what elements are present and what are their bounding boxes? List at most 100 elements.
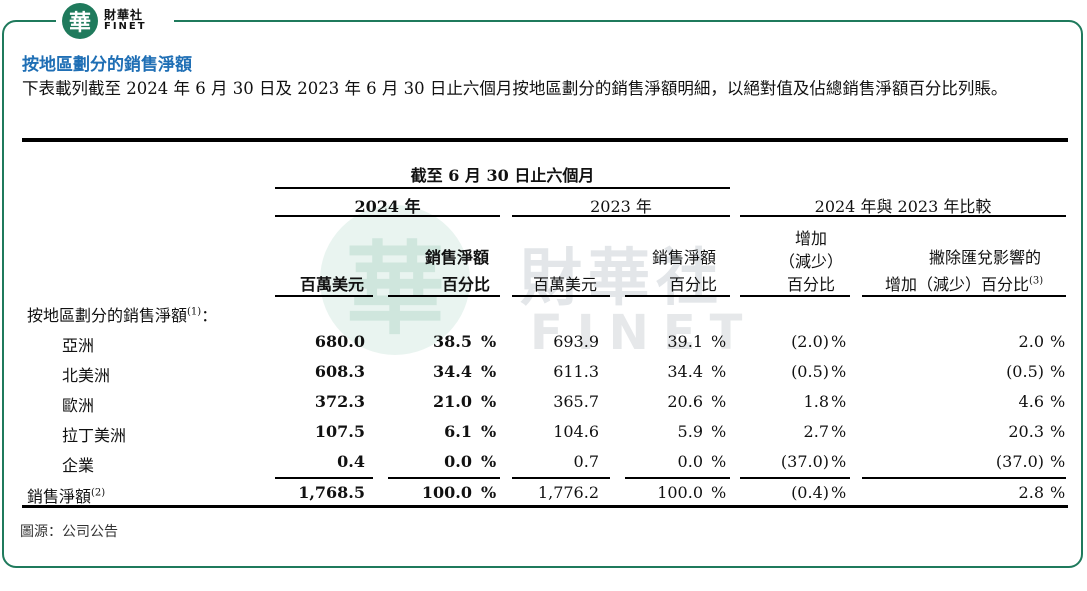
row-fx-sign: % xyxy=(1050,392,1066,411)
content-frame xyxy=(2,20,1083,568)
section-label-text: 按地區劃分的銷售淨額 xyxy=(27,306,188,325)
row-2024-usd: 372.3 xyxy=(314,392,365,411)
col-2024-usd: 百萬美元 xyxy=(300,275,365,294)
row-2023-pct-sign: % xyxy=(711,362,727,381)
total-2023-usd-rule xyxy=(512,477,610,479)
row-2024-pct-sign: % xyxy=(481,452,497,471)
total-change-rule xyxy=(740,477,850,479)
row-fx-sign: % xyxy=(1050,362,1066,381)
row-2024-usd: 0.4 xyxy=(337,452,365,471)
header-period: 截至 6 月 30 日止六個月 xyxy=(410,166,595,185)
row-2024-usd: 680.0 xyxy=(314,332,365,351)
col-change-l2: （減少） xyxy=(778,252,843,271)
row-region: 拉丁美洲 xyxy=(62,426,127,445)
total-change-sign: % xyxy=(831,483,847,502)
row-2023-usd: 611.3 xyxy=(553,362,599,381)
total-label: 銷售淨額(2) xyxy=(27,483,105,507)
col-2023-usd-rule xyxy=(512,295,610,297)
row-2023-usd: 693.9 xyxy=(553,332,599,351)
row-region: 亞洲 xyxy=(62,336,95,355)
col-change-rule xyxy=(740,295,850,297)
row-2023-pct: 5.9 xyxy=(677,422,703,441)
header-2023-rule xyxy=(512,215,730,217)
col-fx-footnote: (3) xyxy=(1029,275,1044,287)
row-2024-pct: 34.4 xyxy=(433,362,472,381)
header-compare: 2024 年與 2023 年比較 xyxy=(814,197,992,216)
row-2024-pct: 38.5 xyxy=(433,332,472,351)
row-2023-pct-sign: % xyxy=(711,392,727,411)
row-fx-sign: % xyxy=(1050,452,1066,471)
col-2023-pct-l1: 銷售淨額 xyxy=(652,248,717,267)
col-2024-pct-rule xyxy=(388,295,500,297)
row-2024-pct-sign: % xyxy=(481,422,497,441)
row-2024-usd: 107.5 xyxy=(314,422,365,441)
col-change-l1: 增加 xyxy=(794,229,827,248)
row-2023-usd: 0.7 xyxy=(573,452,599,471)
brand-logo-icon: 華 xyxy=(62,3,98,39)
row-fx: (37.0) xyxy=(995,452,1044,471)
table-top-rule xyxy=(22,138,1068,142)
section-title: 按地區劃分的銷售淨額 xyxy=(22,55,192,75)
col-2023-pct-rule xyxy=(625,295,730,297)
row-change: (37.0) xyxy=(780,452,829,471)
col-change-l3: 百分比 xyxy=(786,275,835,294)
header-2024: 2024 年 xyxy=(354,197,421,216)
row-2024-pct: 21.0 xyxy=(433,392,472,411)
brand-name-cn: 財華社 xyxy=(104,8,144,23)
row-2023-usd: 104.6 xyxy=(553,422,599,441)
header-2023: 2023 年 xyxy=(590,197,652,216)
row-fx: 2.0 xyxy=(1018,332,1044,351)
total-2023-pct: 100.0 xyxy=(657,483,703,502)
row-change-sign: % xyxy=(831,452,847,471)
row-change-sign: % xyxy=(831,422,847,441)
col-fx-l2: 增加（減少）百分比(3) xyxy=(885,271,1043,295)
intro-paragraph: 下表載列截至 2024 年 6 月 30 日及 2023 年 6 月 30 日止… xyxy=(22,79,1008,98)
row-fx: (0.5) xyxy=(1006,362,1044,381)
row-2023-pct-sign: % xyxy=(711,452,727,471)
row-2024-pct-sign: % xyxy=(481,392,497,411)
row-2024-pct-sign: % xyxy=(481,332,497,351)
row-fx-sign: % xyxy=(1050,332,1066,351)
brand-name-en: FINET xyxy=(104,21,147,33)
col-2024-usd-rule xyxy=(275,295,373,297)
row-2024-pct-sign: % xyxy=(481,362,497,381)
total-2023-pct-rule xyxy=(625,477,730,479)
row-change: 2.7 xyxy=(803,422,829,441)
section-label: 按地區劃分的銷售淨額(1)： xyxy=(27,302,217,326)
brand-name: 財華社 FINET xyxy=(104,9,147,32)
row-region: 北美洲 xyxy=(62,366,111,385)
brand-logo: 華 財華社 FINET xyxy=(56,0,174,42)
row-2023-pct: 20.6 xyxy=(667,392,703,411)
row-change-sign: % xyxy=(831,362,847,381)
header-compare-rule xyxy=(740,215,1066,217)
total-footnote: (2) xyxy=(91,487,106,499)
col-2023-usd: 百萬美元 xyxy=(533,275,598,294)
row-change: (2.0) xyxy=(791,332,829,351)
table-bottom-rule xyxy=(22,505,1068,508)
row-2023-usd: 365.7 xyxy=(553,392,599,411)
row-region: 歐洲 xyxy=(62,396,95,415)
row-2023-pct: 0.0 xyxy=(677,452,703,471)
source-note: 圖源：公司公告 xyxy=(20,524,118,540)
total-2023-pct-sign: % xyxy=(711,483,727,502)
row-change: (0.5) xyxy=(791,362,829,381)
section-footnote: (1) xyxy=(187,306,202,318)
header-period-rule xyxy=(275,187,730,189)
col-fx-l1: 撇除匯兌影響的 xyxy=(929,248,1042,267)
row-change-sign: % xyxy=(831,392,847,411)
col-fx-l2-text: 增加（減少）百分比 xyxy=(885,275,1030,294)
row-change-sign: % xyxy=(831,332,847,351)
row-2024-pct: 0.0 xyxy=(444,452,472,471)
col-2024-pct-l2: 百分比 xyxy=(442,275,491,294)
total-fx: 2.8 xyxy=(1018,483,1044,502)
row-fx: 4.6 xyxy=(1018,392,1044,411)
row-2024-pct: 6.1 xyxy=(444,422,472,441)
total-2024-pct: 100.0 xyxy=(421,483,472,502)
row-2023-pct: 34.4 xyxy=(667,362,703,381)
row-region: 企業 xyxy=(62,456,95,475)
row-2024-usd: 608.3 xyxy=(314,362,365,381)
total-fx-rule xyxy=(862,477,1066,479)
total-2024-usd: 1,768.5 xyxy=(298,483,365,502)
row-change: 1.8 xyxy=(803,392,829,411)
row-fx: 20.3 xyxy=(1008,422,1044,441)
